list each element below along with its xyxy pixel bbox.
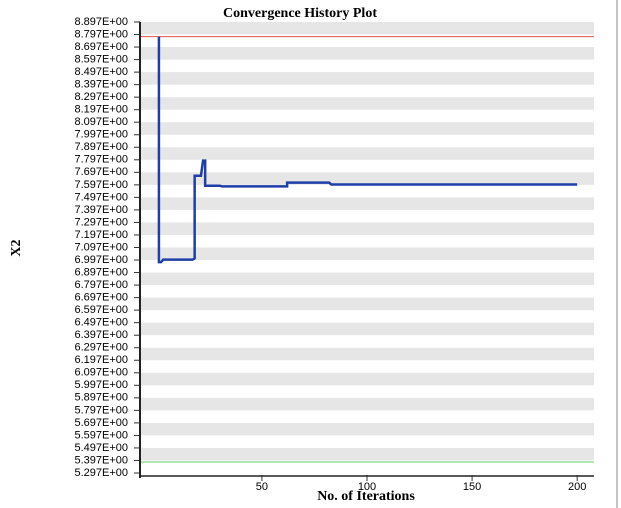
chart-title: Convergence History Plot — [223, 6, 377, 21]
y-tick-label: 7.597E+00 — [74, 179, 128, 191]
y-tick-label: 8.097E+00 — [74, 116, 128, 128]
y-axis-label: X2 — [9, 239, 24, 256]
y-tick-label: 6.597E+00 — [74, 304, 128, 316]
y-tick-label: 5.997E+00 — [74, 379, 128, 391]
x-tick-label: 200 — [568, 481, 586, 493]
data-line — [157, 36, 578, 264]
grid-band — [140, 272, 594, 286]
grid-band — [140, 297, 594, 311]
y-tick-label: 7.197E+00 — [74, 229, 128, 241]
y-tick-label: 6.097E+00 — [74, 367, 128, 379]
y-tick-label: 6.797E+00 — [74, 279, 128, 291]
grid-band — [140, 122, 594, 135]
y-tick-label: 8.597E+00 — [74, 53, 128, 65]
y-tick-label: 6.897E+00 — [74, 266, 128, 278]
grid-band — [140, 372, 594, 386]
grid-band — [140, 397, 594, 411]
y-tick-label: 5.797E+00 — [74, 404, 128, 416]
grid-band — [140, 447, 594, 461]
y-tick-label: 7.997E+00 — [74, 129, 128, 141]
y-tick-label: 5.697E+00 — [74, 417, 128, 429]
x-tick-label: 100 — [358, 481, 376, 493]
y-tick-label: 5.597E+00 — [74, 429, 128, 441]
y-tick-label: 7.397E+00 — [74, 204, 128, 216]
y-tick-label: 8.697E+00 — [74, 41, 128, 53]
y-tick-label: 8.497E+00 — [74, 66, 128, 78]
y-tick-label: 6.397E+00 — [74, 329, 128, 341]
y-tick-label: 6.197E+00 — [74, 354, 128, 366]
y-tick-label: 6.497E+00 — [74, 317, 128, 329]
y-tick-label: 7.497E+00 — [74, 191, 128, 203]
y-tick-label: 7.897E+00 — [74, 141, 128, 153]
y-tick-label: 7.097E+00 — [74, 241, 128, 253]
grid-band — [140, 322, 594, 336]
grid-band — [140, 197, 594, 210]
y-tick-label: 6.297E+00 — [74, 342, 128, 354]
y-tick-label: 8.297E+00 — [74, 91, 128, 103]
grid-band — [140, 147, 594, 160]
grid-band — [140, 422, 594, 436]
grid-band — [140, 47, 594, 60]
grid-band — [140, 22, 594, 35]
y-tick-label: 8.897E+00 — [74, 16, 128, 28]
y-tick-label: 7.797E+00 — [74, 154, 128, 166]
grid-band — [140, 347, 594, 361]
grid-band — [140, 247, 594, 261]
grid-band — [140, 222, 594, 235]
y-tick-label: 8.397E+00 — [74, 79, 128, 91]
x-tick-label: 50 — [256, 481, 268, 493]
y-tick-label: 5.297E+00 — [74, 467, 128, 479]
y-tick-label: 8.797E+00 — [74, 28, 128, 40]
y-tick-label: 5.397E+00 — [74, 454, 128, 466]
x-axis-label: No. of Iterations — [317, 489, 415, 504]
y-tick-label: 7.697E+00 — [74, 166, 128, 178]
y-tick-label: 6.697E+00 — [74, 292, 128, 304]
y-tick-label: 5.497E+00 — [74, 442, 128, 454]
y-tick-label: 8.197E+00 — [74, 104, 128, 116]
y-tick-label: 6.997E+00 — [74, 254, 128, 266]
grid-band — [140, 172, 594, 185]
y-tick-label: 5.897E+00 — [74, 392, 128, 404]
grid-band — [140, 72, 594, 85]
x-tick-label: 150 — [463, 481, 481, 493]
grid-band — [140, 97, 594, 110]
y-tick-label: 7.297E+00 — [74, 216, 128, 228]
